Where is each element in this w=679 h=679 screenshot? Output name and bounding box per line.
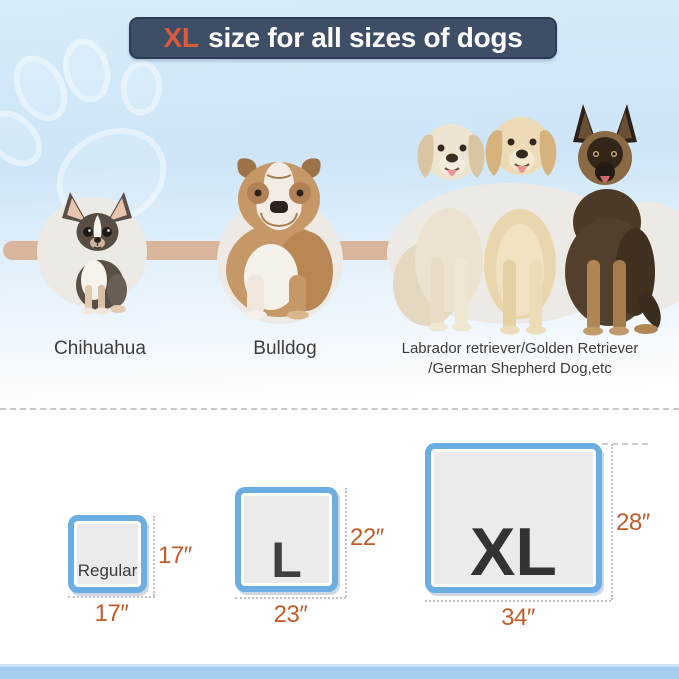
large-dogs-label: Labrador retriever/Golden Retriever /Ger…	[380, 339, 660, 379]
title-highlight: XL	[163, 22, 199, 53]
title-text: size for all sizes of dogs	[200, 22, 523, 53]
footer-strip	[0, 664, 679, 679]
pad-l: L	[235, 487, 338, 592]
l-height-dimension: 22″	[350, 524, 384, 551]
golden-retriever-figure	[484, 117, 557, 335]
section-divider	[0, 408, 679, 410]
xl-height-dimension: 28″	[616, 509, 650, 536]
chihuahua-label: Chihuahua	[54, 338, 146, 359]
pad-regular: Regular	[68, 515, 147, 593]
large-dogs-illustration	[393, 104, 661, 336]
chihuahua-illustration	[62, 192, 132, 315]
l-height-guide	[345, 488, 347, 597]
xl-width-dimension: 34″	[501, 604, 535, 631]
bulldog-illustration	[226, 158, 333, 320]
l-width-dimension: 23″	[273, 601, 308, 628]
pad-l-name: L	[271, 532, 302, 588]
pad-xl: XL	[425, 443, 602, 593]
xl-width-guide	[425, 600, 611, 602]
pad-regular-name: Regular	[77, 561, 138, 580]
regular-height-guide	[153, 516, 155, 596]
labrador-figure	[393, 124, 485, 332]
pad-xl-name: XL	[470, 514, 557, 590]
large-dogs-label-line2: /German Shepherd Dog,etc	[428, 360, 612, 377]
regular-width-guide	[68, 596, 155, 598]
title-banner: XL size for all sizes of dogs	[129, 17, 557, 59]
l-width-guide	[235, 597, 346, 599]
regular-width-dimension: 17″	[94, 600, 129, 627]
bulldog-label: Bulldog	[253, 338, 317, 359]
regular-height-dimension: 17″	[158, 542, 192, 569]
german-shepherd-figure	[565, 104, 661, 336]
hero-background: XL size for all sizes of dogs	[0, 0, 679, 410]
xl-height-guide	[611, 444, 613, 600]
large-dogs-label-line1: Labrador retriever/Golden Retriever	[401, 340, 639, 357]
xl-top-guide	[602, 443, 648, 445]
